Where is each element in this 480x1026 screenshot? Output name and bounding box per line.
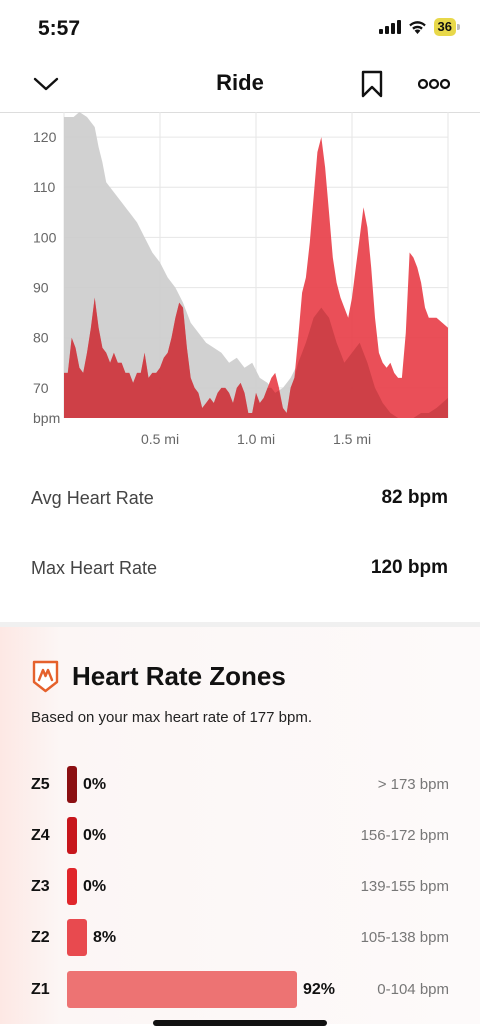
more-options-button[interactable]: [418, 68, 450, 100]
max-heart-rate-row: Max Heart Rate 120 bpm: [31, 548, 448, 588]
overlap-area: [64, 297, 448, 418]
zone-range: 105-138 bpm: [360, 929, 449, 946]
y-tick-label: 120: [33, 129, 57, 145]
battery-level: 36: [433, 18, 456, 36]
zone-label: Z5: [31, 776, 50, 793]
chevron-down-icon: [33, 77, 59, 91]
heart-rate-chart: 120 110 100 90 80 70 bpm 0.5 mi 1.0 mi 1.5 mi: [33, 112, 449, 447]
y-tick-label: 90: [33, 280, 49, 296]
zone-range: 0-104 bpm: [377, 981, 449, 998]
zone-range: > 173 bpm: [377, 776, 449, 793]
wifi-icon: [408, 21, 426, 34]
y-tick-label: 80: [33, 330, 49, 346]
zone-row-z1: Z1 92% 0-104 bpm: [0, 971, 480, 1009]
heart-rate-zones-icon: [32, 660, 59, 693]
y-tick-label: 110: [33, 179, 56, 195]
x-tick-label: 1.5 mi: [333, 431, 371, 447]
save-button[interactable]: [356, 68, 388, 100]
status-bar: 5:57 36: [0, 0, 480, 58]
zone-percent: 0%: [83, 878, 107, 895]
zone-row-z4: Z4 0% 156-172 bpm: [0, 817, 480, 855]
x-tick-label: 1.0 mi: [237, 431, 275, 447]
zone-percent: 0%: [83, 827, 107, 844]
zone-bar: [67, 971, 297, 1008]
zone-bar: [67, 868, 77, 905]
heart-rate-area: [64, 137, 448, 418]
zone-row-z3: Z3 0% 139-155 bpm: [0, 868, 480, 906]
zone-bar: [67, 919, 87, 956]
cellular-signal-icon: [378, 20, 401, 34]
x-tick-label: 0.5 mi: [141, 431, 179, 447]
heart-rate-zones-section: Heart Rate Zones Based on your max heart…: [0, 627, 480, 1024]
zone-label: Z4: [31, 827, 50, 844]
avg-heart-rate-value: 82 bpm: [381, 487, 448, 508]
battery-icon: 36: [433, 18, 460, 36]
home-indicator: [153, 1020, 327, 1026]
zone-label: Z2: [31, 929, 50, 946]
zone-row-z2: Z2 8% 105-138 bpm: [0, 919, 480, 957]
y-tick-label: bpm: [33, 410, 60, 426]
zones-title: Heart Rate Zones: [72, 661, 286, 691]
page-title: Ride: [216, 70, 264, 95]
zones-subtitle: Based on your max heart rate of 177 bpm.: [31, 709, 312, 726]
zone-range: 139-155 bpm: [360, 878, 449, 895]
zone-percent: 0%: [83, 776, 107, 793]
avg-heart-rate-row: Avg Heart Rate 82 bpm: [31, 478, 448, 518]
zone-range: 156-172 bpm: [360, 827, 449, 844]
section-divider: [0, 622, 480, 627]
zone-bar: [67, 817, 77, 854]
status-time: 5:57: [38, 17, 81, 40]
zone-row-z5: Z5 0% > 173 bpm: [0, 766, 480, 804]
avg-heart-rate-label: Avg Heart Rate: [31, 487, 154, 508]
zone-percent: 8%: [93, 929, 117, 946]
bookmark-icon: [361, 70, 383, 98]
nav-bar: Ride: [0, 58, 480, 113]
elevation-area: [64, 112, 448, 418]
more-dots-icon: [418, 78, 450, 90]
zone-label: Z3: [31, 878, 50, 895]
zone-bar: [67, 766, 77, 803]
y-tick-label: 70: [33, 380, 49, 396]
zone-percent: 92%: [303, 981, 336, 998]
collapse-button[interactable]: [30, 68, 62, 100]
max-heart-rate-value: 120 bpm: [370, 557, 448, 578]
max-heart-rate-label: Max Heart Rate: [31, 557, 158, 578]
zone-label: Z1: [31, 981, 50, 998]
y-tick-label: 100: [33, 229, 57, 245]
